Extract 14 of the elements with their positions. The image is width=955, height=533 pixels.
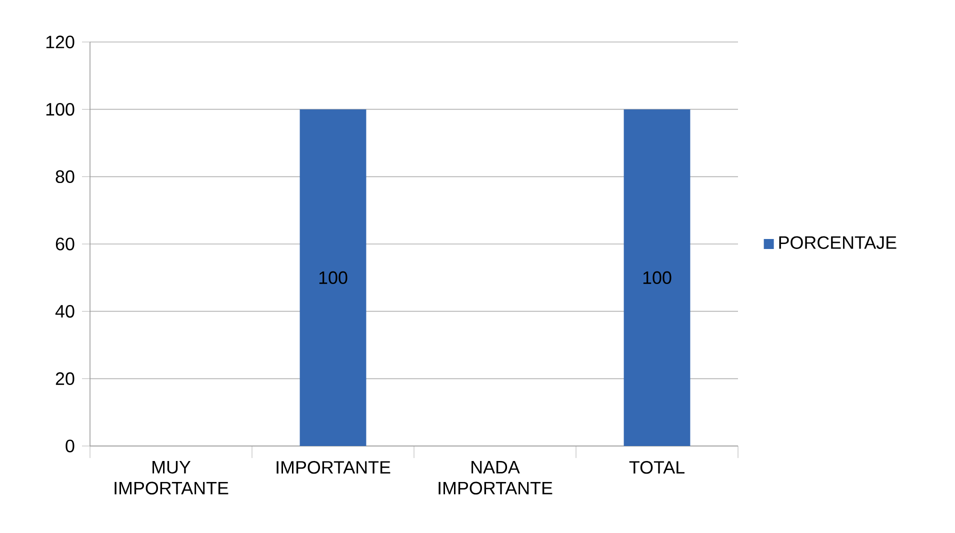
data-label: 100 — [319, 271, 348, 284]
x-tick-label: MUY IMPORTANTE — [114, 461, 228, 494]
y-tick-label: 100 — [46, 102, 74, 116]
y-tick-label: 80 — [56, 170, 74, 184]
y-tick-label: 0 — [66, 440, 74, 452]
x-tick-label: TOTAL — [629, 461, 684, 474]
legend-label: PORCENTAJE — [779, 236, 896, 249]
y-tick-label: 60 — [56, 238, 74, 250]
x-tick-label: NADA IMPORTANTE — [438, 461, 552, 494]
y-tick-label: 40 — [55, 304, 74, 318]
y-tick-label: 120 — [46, 36, 74, 48]
x-tick-label: IMPORTANTE — [276, 461, 390, 474]
data-label: 100 — [643, 271, 672, 284]
y-tick-label: 20 — [56, 372, 74, 386]
